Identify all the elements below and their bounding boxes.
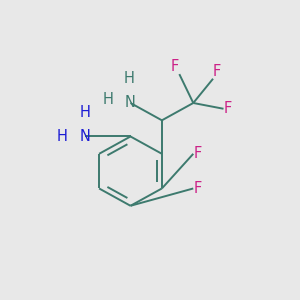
Text: F: F: [193, 181, 202, 196]
Text: H: H: [124, 71, 135, 86]
Text: F: F: [213, 64, 221, 79]
Text: H: H: [57, 129, 68, 144]
Text: F: F: [193, 146, 202, 161]
Text: N: N: [80, 129, 91, 144]
Text: F: F: [224, 101, 232, 116]
Text: H: H: [102, 92, 113, 107]
Text: H: H: [80, 105, 91, 120]
Text: N: N: [125, 95, 136, 110]
Text: F: F: [171, 59, 179, 74]
